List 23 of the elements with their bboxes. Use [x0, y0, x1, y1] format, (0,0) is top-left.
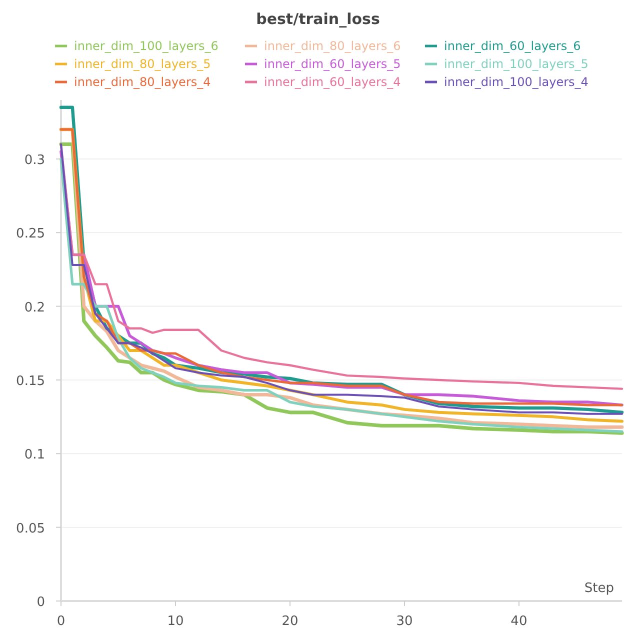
- y-tick-label: 0.3: [24, 152, 45, 168]
- legend-label: inner_dim_100_layers_5: [444, 57, 588, 71]
- legend-label: inner_dim_100_layers_4: [444, 75, 588, 89]
- x-tick-label: 30: [396, 614, 413, 629]
- x-tick-label: 40: [510, 614, 528, 629]
- legend-label: inner_dim_100_layers_6: [74, 39, 218, 53]
- x-tick-label: 0: [56, 614, 66, 629]
- y-tick-label: 0.05: [16, 521, 45, 536]
- y-tick-label: 0.1: [24, 448, 45, 463]
- chart-title: best/train_loss: [256, 10, 380, 28]
- x-axis-title: Step: [584, 581, 614, 596]
- legend-label: inner_dim_80_layers_5: [74, 57, 211, 71]
- legend-label: inner_dim_80_layers_4: [74, 75, 211, 89]
- x-tick-label: 20: [282, 614, 298, 629]
- legend-label: inner_dim_60_layers_4: [264, 75, 401, 89]
- y-tick-label: 0.2: [24, 300, 45, 316]
- y-tick-label: 0.25: [16, 226, 45, 242]
- y-tick-label: 0: [36, 595, 45, 610]
- y-tick-label: 0.15: [16, 374, 45, 389]
- legend-label: inner_dim_60_layers_6: [444, 39, 581, 53]
- legend-label: inner_dim_60_layers_5: [264, 57, 401, 71]
- legend-label: inner_dim_80_layers_6: [264, 39, 401, 53]
- x-tick-label: 10: [167, 614, 184, 629]
